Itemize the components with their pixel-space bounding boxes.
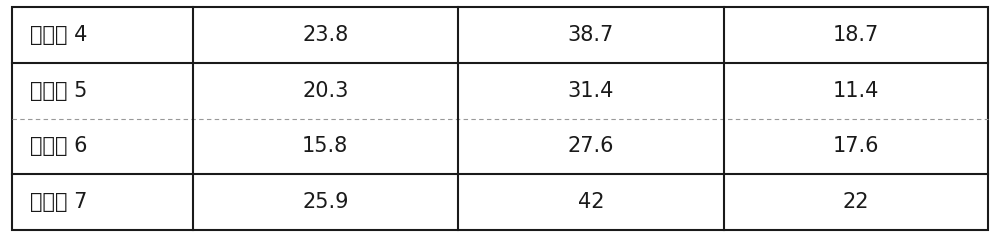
Text: 15.8: 15.8 (302, 136, 348, 156)
Text: 31.4: 31.4 (568, 81, 614, 101)
Text: 实施例 4: 实施例 4 (30, 25, 87, 45)
Text: 22: 22 (843, 192, 869, 212)
Text: 实施例 6: 实施例 6 (30, 136, 87, 156)
Text: 实施例 7: 实施例 7 (30, 192, 87, 212)
Text: 42: 42 (578, 192, 604, 212)
Text: 23.8: 23.8 (302, 25, 348, 45)
Text: 20.3: 20.3 (302, 81, 348, 101)
Text: 25.9: 25.9 (302, 192, 349, 212)
Text: 18.7: 18.7 (833, 25, 879, 45)
Text: 27.6: 27.6 (568, 136, 614, 156)
Text: 实施例 5: 实施例 5 (30, 81, 87, 101)
Text: 11.4: 11.4 (833, 81, 879, 101)
Text: 38.7: 38.7 (568, 25, 614, 45)
Text: 17.6: 17.6 (833, 136, 879, 156)
